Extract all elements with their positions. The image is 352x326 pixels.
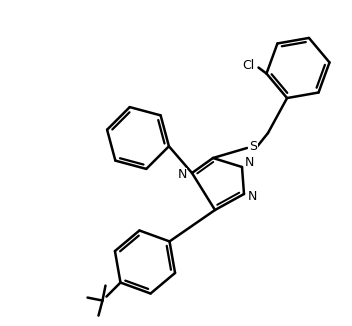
Text: Cl: Cl bbox=[243, 59, 254, 72]
Text: S: S bbox=[249, 140, 257, 153]
Text: N: N bbox=[177, 169, 187, 182]
Text: N: N bbox=[244, 156, 254, 170]
Text: N: N bbox=[247, 190, 257, 203]
